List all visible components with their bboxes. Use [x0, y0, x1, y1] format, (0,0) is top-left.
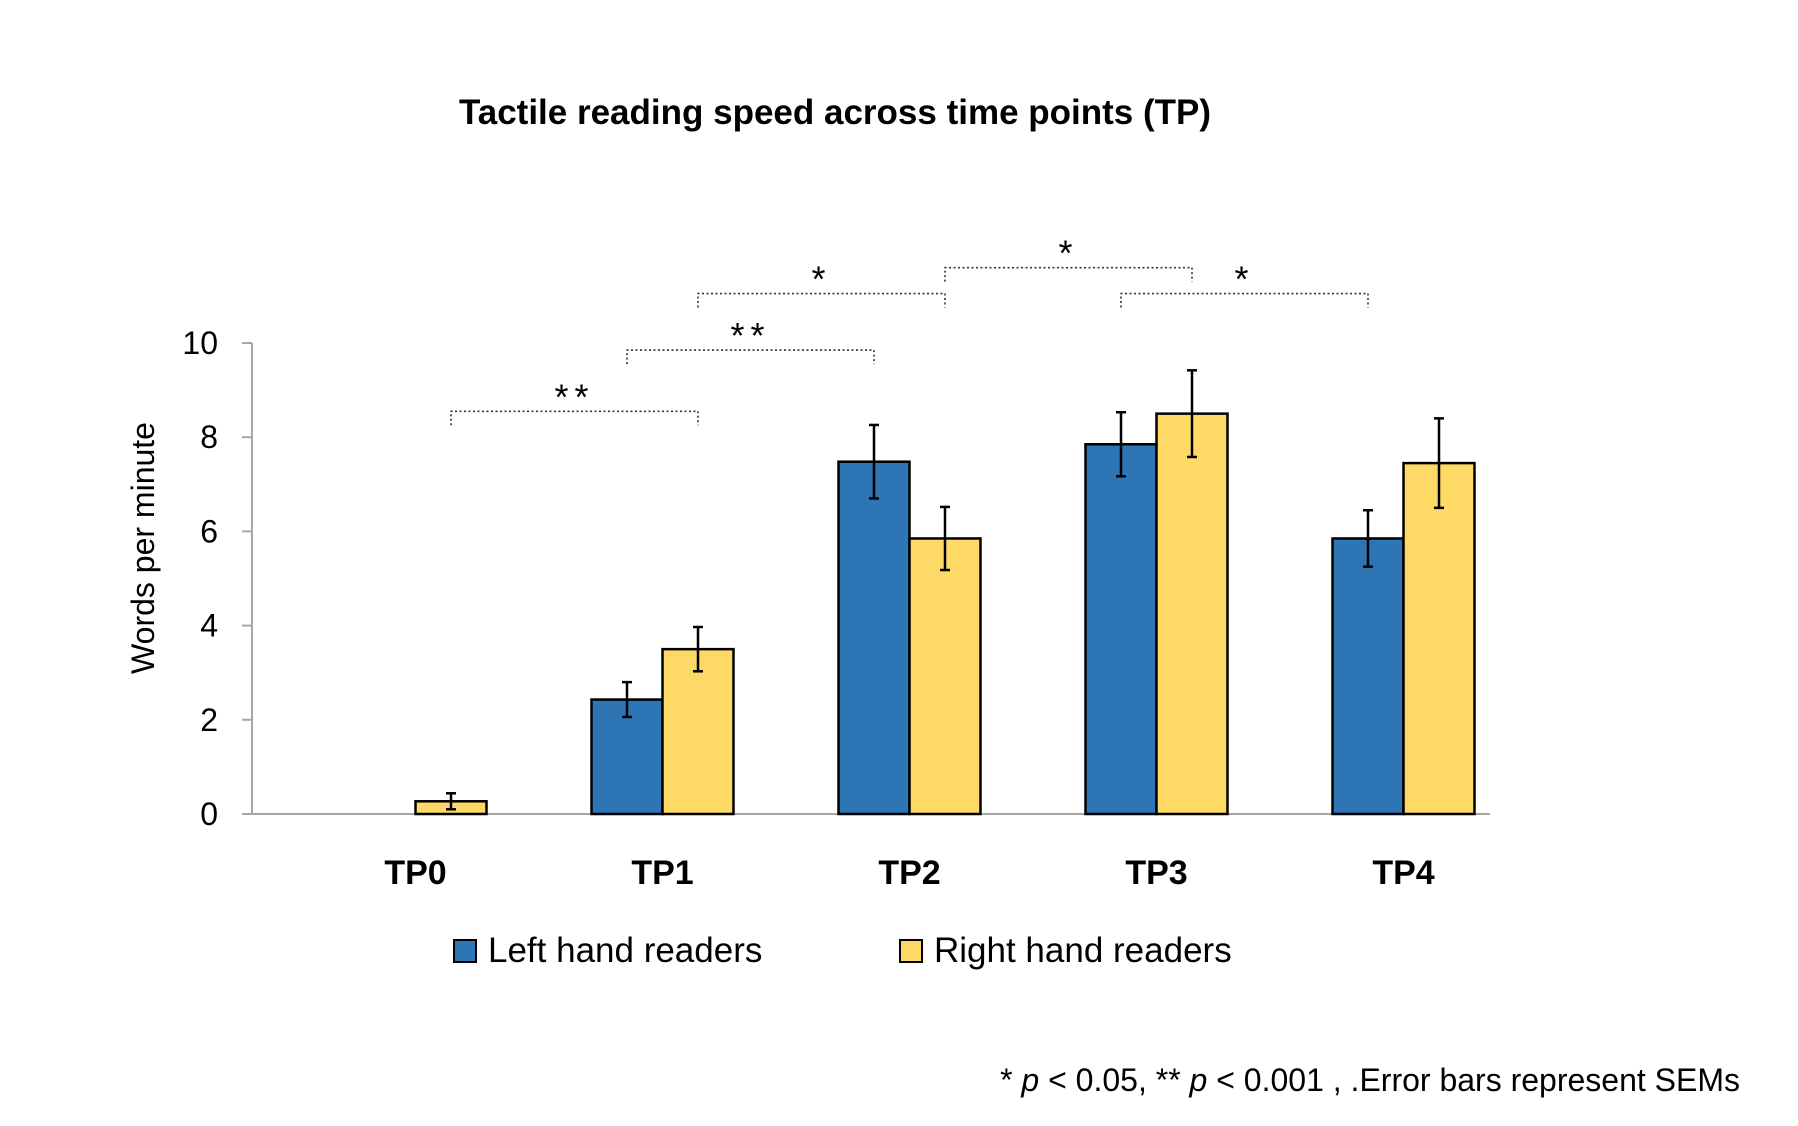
- legend-swatch: [453, 939, 477, 963]
- significance-bracket: *: [697, 259, 946, 308]
- significance-bracket: *: [1120, 259, 1369, 308]
- legend-label: Right hand readers: [934, 931, 1232, 970]
- footnote-p1: p: [1021, 1062, 1040, 1098]
- x-tick-label: TP0: [384, 854, 446, 892]
- bar-tp4-left: [1331, 537, 1405, 816]
- y-tick-label: 8: [200, 419, 218, 455]
- error-bar: [622, 680, 632, 719]
- footnote-star: *: [1000, 1062, 1022, 1098]
- bar-tp4-right: [1402, 461, 1476, 816]
- error-bar: [446, 792, 456, 811]
- significance-label: *: [811, 259, 831, 300]
- significance-label: *: [1234, 259, 1254, 300]
- significance-label: **: [554, 376, 594, 417]
- x-tick-label: TP3: [1125, 854, 1187, 892]
- footnote-threshold2: < 0.001 , .Error bars represent SEMs: [1207, 1062, 1740, 1098]
- bar-tp2-left: [837, 460, 911, 816]
- significance-label: **: [730, 315, 770, 356]
- x-tick-label: TP2: [878, 854, 940, 892]
- bar-tp1-right: [661, 647, 735, 816]
- significance-bracket: **: [626, 315, 875, 365]
- y-tick-label: 6: [200, 513, 218, 549]
- legend-swatch: [899, 939, 923, 963]
- significance-bracket: **: [450, 376, 699, 426]
- error-bar: [1116, 410, 1126, 478]
- legend-item-right: Right hand readers: [899, 931, 1232, 970]
- bar-tp2-right: [908, 537, 982, 816]
- error-bar: [693, 625, 703, 673]
- significance-bracket: *: [944, 233, 1193, 282]
- legend-item-left: Left hand readers: [453, 931, 762, 970]
- y-tick-label: 4: [200, 608, 218, 644]
- y-tick-label: 0: [200, 796, 218, 832]
- bar-tp3-left: [1084, 443, 1158, 816]
- legend-label: Left hand readers: [488, 931, 762, 970]
- error-bar: [1434, 417, 1444, 510]
- bar-tp1-left: [590, 698, 664, 816]
- bar-tp3-right: [1155, 412, 1229, 816]
- x-tick-label: TP4: [1372, 854, 1434, 892]
- chart-title: Tactile reading speed across time points…: [459, 93, 1211, 132]
- error-bar: [1187, 369, 1197, 459]
- significance-label: *: [1058, 233, 1078, 274]
- x-tick-label: TP1: [631, 854, 693, 892]
- y-axis-label: Words per minute: [125, 422, 161, 674]
- error-bar: [940, 505, 950, 572]
- footnote-p2: p: [1189, 1062, 1208, 1098]
- y-tick-label: 10: [182, 325, 218, 361]
- footnote-threshold1: < 0.05, **: [1039, 1062, 1190, 1098]
- footnote: * p < 0.05, ** p < 0.001 , .Error bars r…: [1000, 1062, 1740, 1099]
- error-bar: [869, 423, 879, 500]
- error-bar: [1363, 508, 1373, 568]
- y-tick-label: 2: [200, 702, 218, 738]
